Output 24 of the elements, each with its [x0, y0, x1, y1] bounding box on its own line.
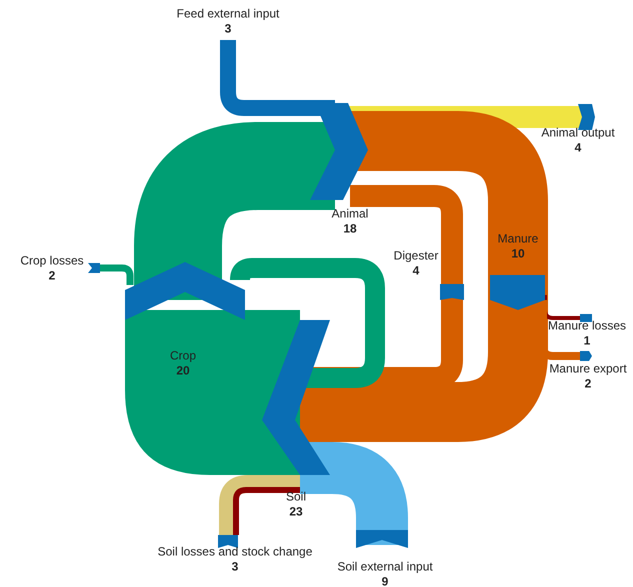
data-label: 2: [48, 268, 56, 282]
category-label: Animal: [332, 206, 368, 220]
category-label: Manure: [498, 231, 539, 246]
category-label: Crop: [170, 348, 196, 362]
data-label: 2: [584, 376, 592, 390]
category-label: Animal output: [541, 125, 616, 140]
data-label: 23: [289, 504, 303, 518]
category-label: Feed external input: [176, 6, 280, 20]
data-label: 18: [343, 221, 357, 236]
category-label: Soil external input: [337, 559, 434, 574]
category-label: Crop losses: [20, 253, 84, 268]
category-label: Digester: [394, 248, 438, 262]
data-label: 10: [511, 246, 525, 260]
data-label: 1: [584, 333, 591, 348]
data-label: 4: [412, 263, 420, 278]
category-label: Manure export: [549, 361, 628, 376]
data-label: 3: [232, 559, 239, 574]
data-label: 9: [382, 574, 389, 587]
category-label: Manure losses: [548, 318, 626, 332]
data-label: 20: [176, 363, 190, 378]
category-label: Soil: [286, 489, 306, 504]
data-label: 3: [224, 21, 232, 36]
data-label: 4: [574, 140, 582, 154]
category-label: Soil losses and stock change: [158, 544, 313, 558]
